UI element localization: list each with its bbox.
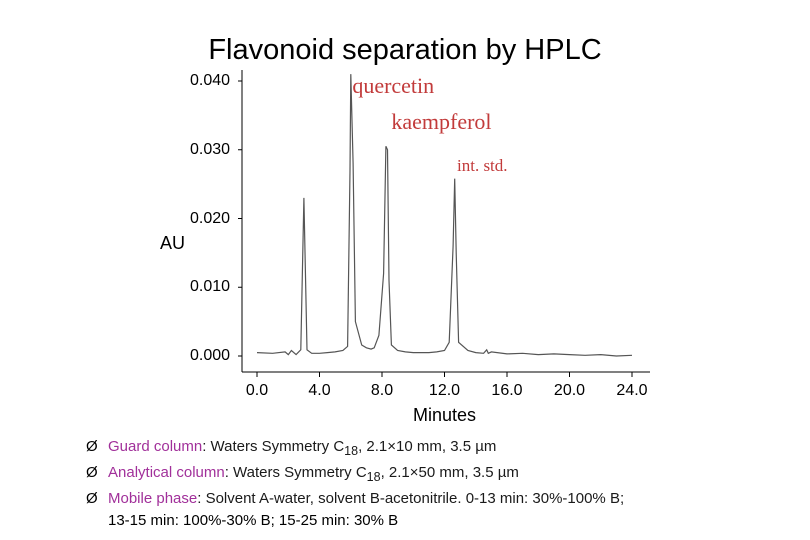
note-mobile-phase: Ø Mobile phase: Solvent A-water, solvent … [86,488,624,510]
y-tick-label: 0.030 [190,140,231,158]
x-tick-marks [256,372,633,377]
note-label: Guard column [108,438,203,455]
note-subscript: 18 [366,470,381,484]
note-label: Analytical column [108,464,225,481]
arrow-bullet-icon: Ø [86,490,98,507]
note-continuation: 13-15 min: 100%-30% B; 15-25 min: 30% B [108,512,399,529]
y-tick-label: 0.010 [190,278,231,296]
y-tick-marks [238,80,242,357]
note-label: Mobile phase [108,490,198,507]
chart-title: Flavonoid separation by HPLC [208,34,602,66]
x-tick-label: 0.0 [245,382,269,399]
x-axis-label: Minutes [413,405,477,425]
y-axis-label: AU [160,233,186,253]
note-guard-column: Ø Guard column: Waters Symmetry C18, 2.1×… [86,436,624,462]
peak-label: kaempferol [391,109,492,135]
y-tick-label: 0.020 [190,209,231,227]
method-notes: Ø Guard column: Waters Symmetry C18, 2.1×… [86,436,624,532]
arrow-bullet-icon: Ø [86,438,98,455]
y-tick-label: 0.040 [190,72,231,89]
peak-label: int. std. [457,156,508,176]
x-tick-label: 16.0 [491,382,523,399]
note-rest: , 2.1×50 mm, 3.5 µm [380,464,519,481]
peak-label: quercetin [352,73,435,99]
note-subscript: 18 [344,444,359,458]
note-text: : Waters Symmetry C [202,438,345,455]
chromatogram-trace [256,74,633,357]
x-tick-label: 8.0 [370,382,394,399]
x-tick-label: 4.0 [308,382,331,399]
note-rest: , 2.1×10 mm, 3.5 µm [358,438,497,455]
note-text: : Solvent A-water, solvent B-acetonitril… [197,490,625,507]
note-text: : Waters Symmetry C [224,464,367,481]
x-tick-label: 20.0 [553,382,586,399]
x-tick-label: 12.0 [428,382,461,399]
x-tick-label: 24.0 [616,382,648,399]
arrow-bullet-icon: Ø [86,464,98,481]
y-tick-label: 0.000 [190,347,231,364]
note-analytical-column: Ø Analytical column: Waters Symmetry C18,… [86,462,624,488]
